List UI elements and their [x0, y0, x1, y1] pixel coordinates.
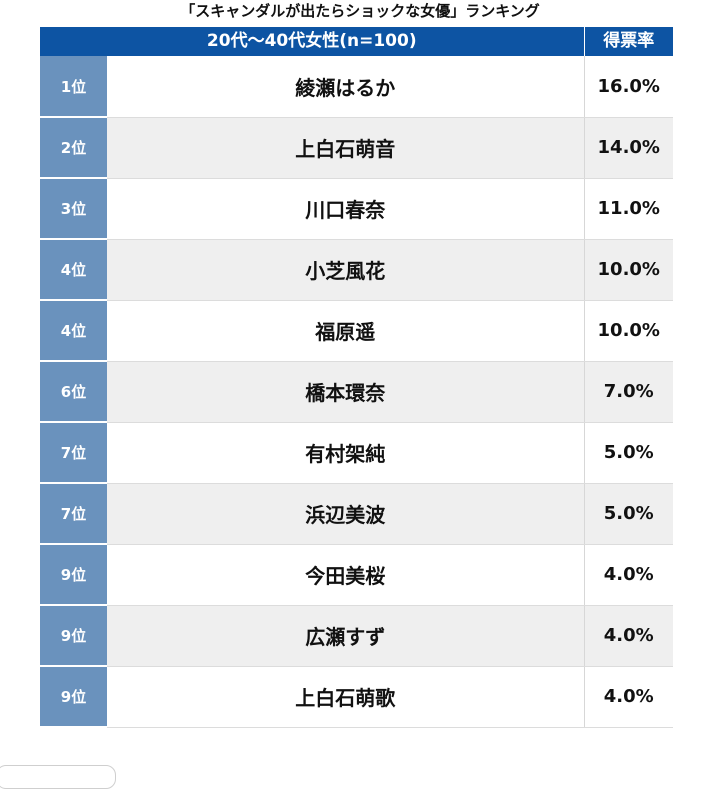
actress-name: 川口春奈 — [107, 178, 585, 240]
actress-name: 浜辺美波 — [107, 483, 585, 545]
table-row: 7位 有村架純 5.0% — [40, 422, 673, 484]
ranking-title: 「スキャンダルが出たらショックな女優」ランキング — [180, 2, 540, 20]
table-row: 7位 浜辺美波 5.0% — [40, 483, 673, 545]
actress-name: 上白石萌音 — [107, 117, 585, 179]
table-row: 2位 上白石萌音 14.0% — [40, 117, 673, 179]
table-row: 6位 橋本環奈 7.0% — [40, 361, 673, 423]
ranking-table: 20代～40代女性(n=100) 得票率 1位 綾瀬はるか 16.0% 2位 上… — [40, 27, 673, 728]
actress-name: 今田美桜 — [107, 544, 585, 606]
rank-cell: 4位 — [40, 239, 107, 301]
actress-name: 有村架純 — [107, 422, 585, 484]
actress-name: 広瀬すず — [107, 605, 585, 667]
rank-cell: 7位 — [40, 483, 107, 545]
table-row: 1位 綾瀬はるか 16.0% — [40, 56, 673, 118]
actress-name: 綾瀬はるか — [107, 56, 585, 118]
rank-cell: 9位 — [40, 605, 107, 667]
partial-button[interactable] — [0, 765, 116, 789]
actress-name: 小芝風花 — [107, 239, 585, 301]
vote-percentage: 4.0% — [584, 666, 673, 728]
vote-percentage: 5.0% — [584, 422, 673, 484]
table-row: 4位 福原遥 10.0% — [40, 300, 673, 362]
vote-percentage: 7.0% — [584, 361, 673, 423]
rank-cell: 1位 — [40, 56, 107, 118]
vote-percentage: 10.0% — [584, 300, 673, 362]
rank-cell: 9位 — [40, 544, 107, 606]
vote-percentage: 10.0% — [584, 239, 673, 301]
actress-name: 上白石萌歌 — [107, 666, 585, 728]
actress-name: 福原遥 — [107, 300, 585, 362]
table-row: 4位 小芝風花 10.0% — [40, 239, 673, 301]
vote-percentage: 4.0% — [584, 544, 673, 606]
rank-cell: 9位 — [40, 666, 107, 728]
vote-percentage: 14.0% — [584, 117, 673, 179]
table-row: 9位 広瀬すず 4.0% — [40, 605, 673, 667]
rank-cell: 3位 — [40, 178, 107, 240]
rank-cell: 4位 — [40, 300, 107, 362]
header-pct-label: 得票率 — [584, 27, 673, 56]
rank-cell: 6位 — [40, 361, 107, 423]
table-row: 3位 川口春奈 11.0% — [40, 178, 673, 240]
rank-cell: 7位 — [40, 422, 107, 484]
rank-cell: 2位 — [40, 117, 107, 179]
table-row: 9位 今田美桜 4.0% — [40, 544, 673, 606]
header-group-label: 20代～40代女性(n=100) — [40, 27, 585, 56]
table-row: 9位 上白石萌歌 4.0% — [40, 666, 673, 728]
vote-percentage: 4.0% — [584, 605, 673, 667]
actress-name: 橋本環奈 — [107, 361, 585, 423]
vote-percentage: 11.0% — [584, 178, 673, 240]
vote-percentage: 16.0% — [584, 56, 673, 118]
table-header-row: 20代～40代女性(n=100) 得票率 — [40, 27, 673, 56]
vote-percentage: 5.0% — [584, 483, 673, 545]
